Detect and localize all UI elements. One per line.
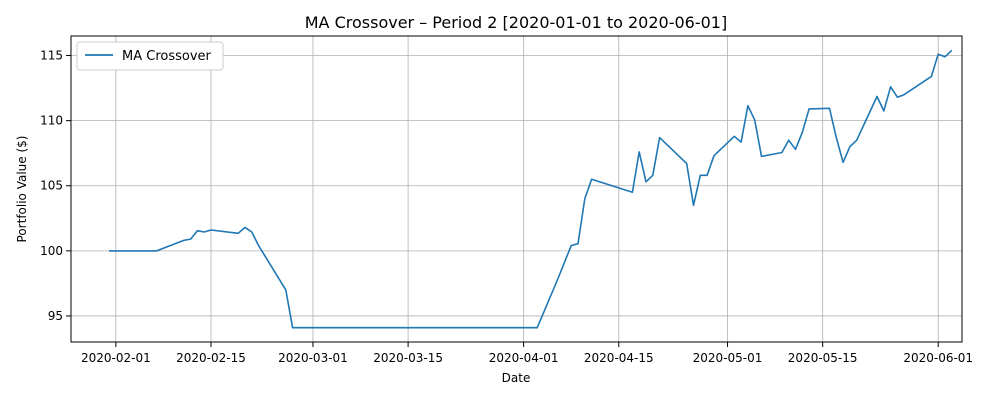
series-group: [109, 49, 953, 329]
legend-box: [76, 41, 224, 71]
x-tick-label: 2020-04-15: [584, 351, 654, 365]
y-tick-label: 115: [40, 49, 63, 63]
x-tick-label: 2020-05-15: [788, 351, 858, 365]
y-axis-label: Portfolio Value ($): [15, 136, 29, 243]
plot-frame: [70, 35, 963, 343]
x-tick-label: 2020-05-01: [693, 351, 763, 365]
x-tick-label: 2020-02-15: [176, 351, 246, 365]
x-tick-label: 2020-02-01: [81, 351, 151, 365]
y-tick-label: 95: [48, 309, 63, 323]
legend-label: MA Crossover: [122, 49, 212, 64]
x-axis-label: Date: [502, 371, 531, 385]
y-tick-label: 105: [40, 179, 63, 193]
x-tick-label: 2020-06-01: [903, 351, 973, 365]
series-line: [109, 49, 953, 329]
y-tick-label: 100: [40, 244, 63, 258]
x-axis: 2020-02-01 2020-02-15 2020-03-01 2020-03-15…: [81, 342, 973, 365]
y-axis: 95 100 105 110 115: [40, 49, 71, 323]
x-tick-label: 2020-03-15: [373, 351, 443, 365]
x-tick-label: 2020-04-01: [489, 351, 559, 365]
x-tick-label: 2020-03-01: [278, 351, 348, 365]
chart-title: MA Crossover – Period 2 [2020-01-01 to 2…: [305, 13, 727, 32]
y-tick-label: 110: [40, 114, 63, 128]
legend: MA Crossover: [76, 41, 224, 71]
grid: [71, 36, 962, 342]
